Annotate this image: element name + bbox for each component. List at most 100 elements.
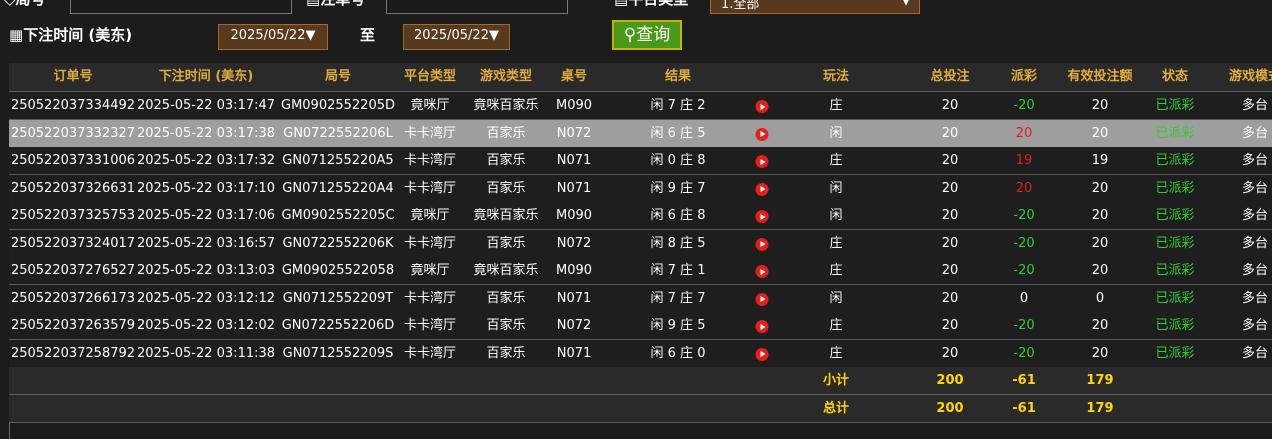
table-cell: 250522037326631 — [10, 180, 136, 196]
table-cell: 20 — [1091, 208, 1109, 223]
platform-select[interactable]: 1.全部 ▼ — [710, 0, 920, 14]
table-cell: 竟咪厅 — [410, 263, 450, 278]
column-header: 有效投注额 — [1067, 69, 1133, 84]
replay-icon[interactable] — [755, 320, 769, 333]
table-cell: 20 — [1091, 345, 1109, 361]
table-cell: 250522037266173 — [10, 290, 136, 306]
table-cell: GM0902552205D — [280, 98, 396, 113]
table-cell: 竟咪百家乐 — [473, 98, 539, 113]
header-row — [9, 63, 1272, 92]
table-cell: 卡卡湾厅 — [403, 235, 457, 251]
table-cell: 2025-05-22 03:17:32 — [136, 153, 276, 168]
table-cell: 多台 — [1241, 153, 1269, 168]
table-cell: 2025-05-22 03:16:57 — [136, 235, 276, 251]
table-cell: 庄 — [829, 153, 843, 168]
table-cell: 20 — [941, 263, 959, 278]
table-cell: 20 — [1091, 235, 1109, 251]
table-cell: 多台 — [1241, 98, 1269, 113]
table-cell: 闲 6 庄 0 — [650, 345, 706, 361]
order-label: ▤注单号 — [306, 0, 365, 9]
query-text: 查询 — [636, 25, 671, 45]
table-cell: 250522037331006 — [10, 153, 136, 168]
order-label-text: 注单号 — [320, 0, 365, 8]
table-cell: 闲 8 庄 5 — [650, 235, 706, 251]
table-cell: 多台 — [1241, 318, 1269, 333]
summary-cell: 总计 — [822, 400, 850, 416]
replay-icon[interactable] — [755, 265, 769, 278]
table-cell: 19 — [1015, 153, 1033, 168]
table-cell: 闲 9 庄 5 — [650, 318, 706, 333]
replay-icon[interactable] — [755, 155, 769, 168]
table-cell: 250522037325753 — [10, 208, 136, 223]
round-label-text: 局号 — [16, 0, 46, 8]
table-cell: N071 — [556, 153, 592, 168]
table-cell: 250522037332327 — [10, 125, 136, 141]
table-cell: 竟咪百家乐 — [473, 263, 539, 278]
order-input[interactable] — [386, 0, 568, 14]
summary-cell: -61 — [1012, 400, 1036, 416]
table-row[interactable] — [9, 312, 1272, 340]
table-cell: 2025-05-22 03:17:38 — [136, 125, 276, 141]
table-cell: 卡卡湾厅 — [403, 318, 457, 333]
table-cell: 百家乐 — [486, 345, 526, 361]
table-cell: 卡卡湾厅 — [403, 153, 457, 168]
replay-icon[interactable] — [755, 100, 769, 113]
time-label-text: 下注时间 (美东) — [23, 26, 133, 44]
table-cell: 20 — [1091, 263, 1109, 278]
table-cell: GN0722552206K — [282, 235, 394, 251]
table-cell: GN071255220A5 — [282, 153, 394, 168]
table-cell: N072 — [556, 125, 592, 141]
query-button[interactable]: ⚲查询 — [612, 20, 682, 50]
table-cell: 20 — [1091, 180, 1109, 196]
table-cell: 闲 6 庄 5 — [650, 125, 706, 141]
column-header: 订单号 — [53, 69, 93, 84]
table-cell: 已派彩 — [1155, 153, 1195, 168]
column-header: 派彩 — [1010, 69, 1038, 84]
table-cell: 20 — [941, 235, 959, 251]
table-cell: 已派彩 — [1155, 318, 1195, 333]
table-cell: 庄 — [829, 235, 843, 251]
column-header: 桌号 — [560, 69, 588, 84]
summary-cell: 179 — [1086, 400, 1114, 416]
table-cell: 庄 — [829, 318, 843, 333]
table-cell: 2025-05-22 03:11:38 — [136, 345, 276, 361]
round-label: ◇局号 — [4, 0, 46, 9]
column-header: 总投注 — [930, 69, 970, 84]
table-cell: 竟咪厅 — [410, 208, 450, 223]
replay-icon[interactable] — [755, 210, 769, 223]
table-cell: -20 — [1013, 235, 1035, 251]
table-cell: N072 — [556, 318, 592, 333]
table-cell: 多台 — [1241, 180, 1269, 196]
table-cell: 百家乐 — [486, 290, 526, 306]
column-header: 玩法 — [822, 69, 850, 84]
table-cell: 庄 — [829, 263, 843, 278]
table-row[interactable] — [9, 174, 1272, 203]
summary-row — [9, 394, 1272, 423]
table-cell: 闲 6 庄 8 — [650, 208, 706, 223]
table-cell: 2025-05-22 03:12:12 — [136, 290, 276, 306]
table-row[interactable] — [9, 92, 1272, 120]
table-cell: N071 — [556, 180, 592, 196]
table-cell: 卡卡湾厅 — [403, 125, 457, 141]
replay-icon[interactable] — [755, 347, 769, 361]
round-input[interactable] — [70, 0, 292, 14]
table-cell: -20 — [1013, 208, 1035, 223]
table-cell: 卡卡湾厅 — [403, 345, 457, 361]
replay-icon[interactable] — [755, 182, 769, 196]
table-cell: 多台 — [1241, 125, 1269, 141]
replay-icon[interactable] — [755, 237, 769, 251]
table-cell: GM09025522058 — [281, 263, 395, 278]
platform-label-text: 平台类型 — [628, 0, 688, 8]
date-from[interactable]: 2025/05/22▼ — [218, 24, 328, 50]
table-cell: 闲 7 庄 1 — [650, 263, 706, 278]
replay-icon[interactable] — [755, 292, 769, 306]
table-cell: 19 — [1091, 153, 1109, 168]
table-cell: 20 — [1091, 125, 1109, 141]
table-cell: M090 — [555, 208, 593, 223]
replay-icon[interactable] — [755, 127, 769, 141]
summary-cell: -61 — [1012, 373, 1036, 388]
table-cell: 多台 — [1241, 263, 1269, 278]
table-row[interactable] — [9, 119, 1272, 148]
table-cell: 闲 — [829, 180, 843, 196]
date-to[interactable]: 2025/05/22▼ — [403, 24, 510, 50]
